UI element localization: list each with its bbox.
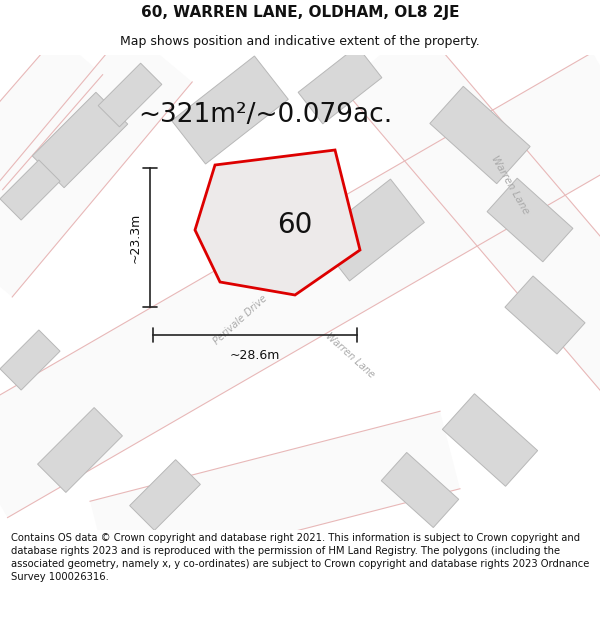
Polygon shape [381, 452, 459, 528]
Polygon shape [442, 394, 538, 486]
Polygon shape [32, 92, 128, 188]
Polygon shape [0, 52, 600, 518]
Text: Warren Lane: Warren Lane [489, 154, 531, 216]
Text: Map shows position and indicative extent of the property.: Map shows position and indicative extent… [120, 35, 480, 48]
Polygon shape [0, 160, 60, 220]
Text: 60, WARREN LANE, OLDHAM, OL8 2JE: 60, WARREN LANE, OLDHAM, OL8 2JE [141, 4, 459, 19]
Polygon shape [505, 276, 585, 354]
Polygon shape [195, 150, 360, 295]
Text: Contains OS data © Crown copyright and database right 2021. This information is : Contains OS data © Crown copyright and d… [11, 533, 589, 582]
Text: Warren Lane: Warren Lane [323, 331, 376, 379]
Text: Perivale Drive: Perivale Drive [211, 294, 269, 346]
Polygon shape [0, 28, 192, 297]
Polygon shape [430, 86, 530, 184]
Polygon shape [98, 63, 162, 127]
Text: ~321m²/~0.079ac.: ~321m²/~0.079ac. [138, 102, 392, 128]
Text: ~28.6m: ~28.6m [230, 349, 280, 362]
Polygon shape [487, 178, 573, 262]
Polygon shape [38, 408, 122, 492]
Text: 60: 60 [277, 211, 313, 239]
Polygon shape [172, 56, 289, 164]
Polygon shape [0, 330, 60, 390]
Polygon shape [316, 179, 424, 281]
Polygon shape [0, 36, 103, 189]
Polygon shape [90, 411, 460, 579]
Polygon shape [342, 22, 600, 392]
Polygon shape [298, 46, 382, 124]
Text: ~23.3m: ~23.3m [129, 213, 142, 262]
Polygon shape [130, 459, 200, 531]
